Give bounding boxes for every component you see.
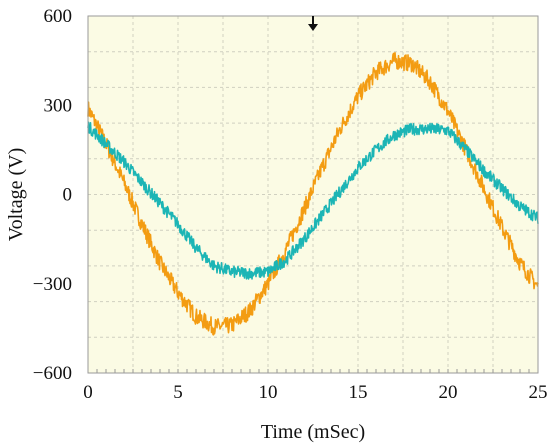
x-tick-label: 15 (349, 382, 368, 403)
y-tick-label: 0 (63, 185, 73, 206)
y-tick-label: −300 (33, 274, 72, 295)
x-axis-title: Time (mSec) (261, 421, 365, 443)
y-axis-title: Voltage (V) (5, 148, 27, 242)
x-tick-label: 10 (259, 382, 278, 403)
y-tick-label: 600 (44, 6, 73, 27)
x-tick-label: 20 (439, 382, 458, 403)
series-layer (87, 52, 539, 336)
x-tick-label: 5 (173, 382, 183, 403)
x-tick-label: 25 (529, 382, 548, 403)
series-line-teal (87, 121, 539, 280)
y-tick-label: −600 (33, 363, 72, 384)
x-tick-label: 0 (83, 382, 93, 403)
series-line-orange (87, 52, 539, 336)
y-tick-label: 300 (44, 95, 73, 116)
trigger-arrow-icon (308, 24, 318, 31)
tick-labels: 0 5 10 15 20 25 600 300 0 −300 −600 (33, 6, 548, 403)
